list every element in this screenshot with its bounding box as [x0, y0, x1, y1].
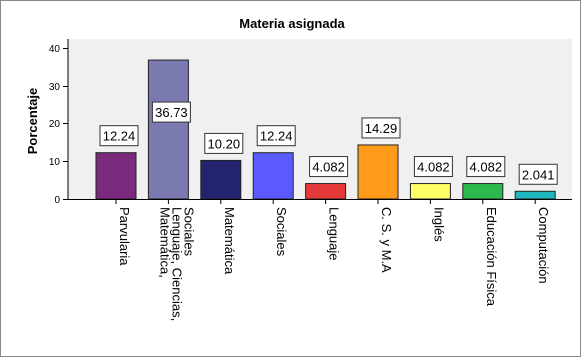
data-label: 4.082 [470, 160, 503, 175]
bar [409, 183, 451, 200]
data-label-box [466, 156, 506, 178]
data-label: 12.24 [103, 129, 136, 144]
data-label-box [413, 156, 453, 178]
data-label: 4.082 [417, 160, 450, 175]
x-category-label-line: Sociales [274, 207, 289, 257]
data-label: 2.041 [522, 167, 555, 182]
bar [514, 190, 556, 200]
bar [462, 183, 504, 200]
x-category-label: Educación Física [484, 207, 499, 307]
y-tick-label: 20 [49, 119, 61, 130]
x-category-label-line: Lenguaje [327, 207, 342, 261]
plot-area: 0 10 20 30 40 12.24 Parvularia 36.73 Matemática,… [49, 39, 572, 321]
bar [200, 159, 242, 200]
x-category-label-line: C. S. y M.A [379, 207, 394, 273]
data-label-box [361, 117, 401, 139]
x-category-label-line: Lenguaje, Ciencias, [169, 207, 184, 321]
bar [357, 144, 399, 200]
x-category-label: Sociales [274, 207, 289, 257]
x-category-label: Matemática,Lenguaje, Ciencias,Sociales [157, 207, 196, 321]
data-label-box [151, 101, 191, 123]
x-category-label-line: Computación [536, 207, 551, 284]
data-label-box [518, 163, 558, 185]
y-tick-label: 0 [54, 195, 60, 206]
data-label: 10.20 [208, 136, 241, 151]
x-category-label-line: Educación Física [484, 207, 499, 307]
data-label-box [204, 132, 244, 154]
data-label-box [256, 125, 296, 147]
x-category-label-line: Sociales [181, 207, 196, 257]
x-category-label-line: Matemática, [157, 207, 172, 278]
bar [147, 59, 189, 200]
bar [252, 152, 294, 200]
bar [305, 183, 347, 200]
x-category-label-line: Matemática [222, 207, 237, 275]
x-category-label-line: Parvularia [117, 207, 132, 266]
data-label: 4.082 [312, 160, 345, 175]
data-label: 12.24 [260, 129, 293, 144]
y-tick-label: 10 [49, 157, 61, 168]
bar [95, 152, 137, 200]
y-tick-label: 30 [49, 82, 61, 93]
data-label: 14.29 [365, 121, 398, 136]
data-label-box [99, 125, 139, 147]
x-category-label: Lenguaje [327, 207, 342, 261]
x-category-label: Computación [536, 207, 551, 284]
y-tick-label: 40 [49, 44, 61, 55]
data-label-box [309, 156, 349, 178]
x-category-label: Matemática [222, 207, 237, 275]
data-label: 36.73 [155, 105, 188, 120]
x-category-label: Parvularia [117, 207, 132, 266]
x-category-label-line: Inglés [431, 207, 446, 242]
y-axis-label: Porcentaje [25, 88, 40, 154]
x-category-label: C. S. y M.A [379, 207, 394, 273]
chart-title: Materia asignada [239, 16, 345, 31]
x-category-label: Inglés [431, 207, 446, 242]
